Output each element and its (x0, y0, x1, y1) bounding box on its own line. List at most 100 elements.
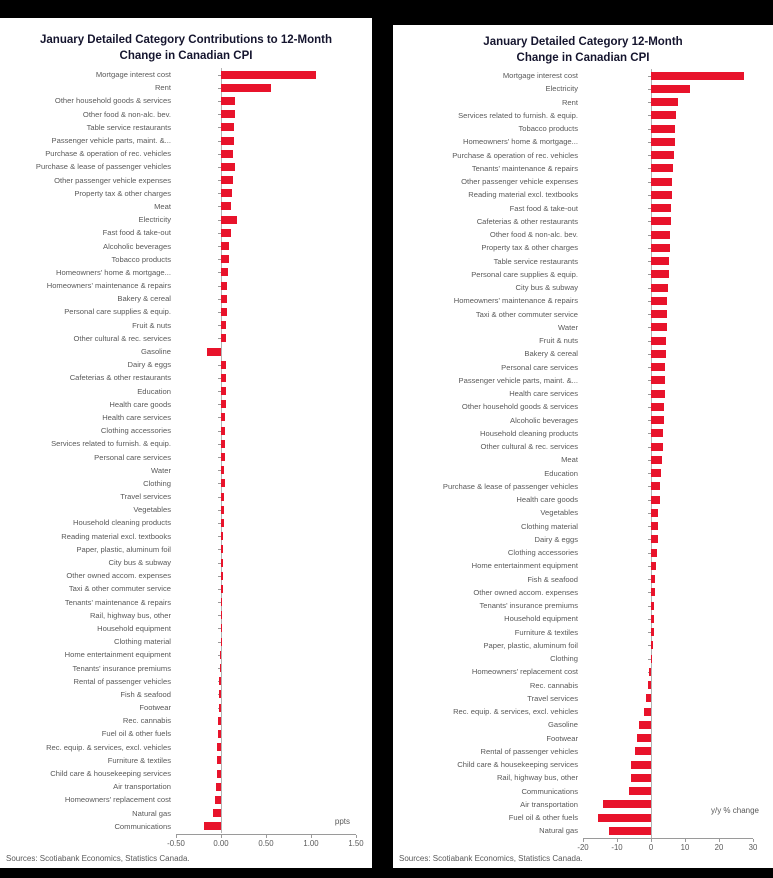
category-label: Bakery & cereal (524, 349, 578, 359)
category-tick-mark (218, 114, 221, 116)
bar (221, 307, 228, 316)
x-tick-mark (617, 839, 618, 842)
right-chart-x-axis: -20 -10 0 10 20 30 (577, 838, 757, 859)
category-tick-mark (218, 522, 221, 524)
bar-row: Health care services (0, 410, 372, 425)
bar-plot-area (583, 758, 753, 772)
bar (221, 136, 234, 145)
category-label: Passenger vehicle parts, maint. &... (51, 136, 171, 146)
bar (651, 376, 665, 385)
zero-axis-line-segment (651, 758, 652, 772)
bar-plot-area (176, 173, 356, 187)
bar-plot-area (583, 135, 753, 149)
bar (221, 387, 226, 396)
bar-plot-area (583, 612, 753, 626)
bar-plot-area (583, 201, 753, 215)
bar-plot-area (176, 199, 356, 214)
bar (219, 677, 221, 686)
bar-row: City bus & subway (393, 281, 773, 295)
bar-row: Vegetables (393, 506, 773, 520)
right-chart-title: January Detailed Category 12-Month Chang… (393, 25, 773, 66)
category-label: Paper, plastic, aluminum foil (483, 640, 578, 650)
bar (221, 532, 223, 541)
bar-plot-area (176, 806, 356, 820)
category-tick-mark (218, 641, 221, 643)
category-label: Natural gas (539, 826, 578, 836)
bar (221, 558, 223, 567)
zero-axis-line-segment (651, 678, 652, 692)
bar (651, 124, 676, 133)
category-label: Household cleaning products (480, 428, 578, 438)
bar (221, 123, 234, 132)
bar-row: Personal care services (0, 450, 372, 464)
category-label: Education (544, 468, 578, 478)
bar (651, 442, 663, 451)
category-tick-mark (648, 221, 651, 223)
bar-row: Tenants' maintenance & repairs (0, 595, 372, 609)
bar (212, 809, 221, 818)
category-tick-mark (648, 247, 651, 249)
category-label: Household equipment (504, 614, 578, 624)
bar-plot-area (583, 413, 753, 427)
bar-plot-area (583, 519, 753, 533)
bar-row: Alcoholic beverages (393, 413, 773, 427)
category-label: Tenants' insurance premiums (479, 601, 578, 611)
bar-plot-area (176, 397, 356, 411)
bar-plot-area (583, 387, 753, 401)
bar (638, 720, 651, 729)
bar-row: Passenger vehicle parts, maint. &... (393, 373, 773, 387)
bar (647, 681, 651, 690)
bar-plot-area (176, 463, 356, 477)
x-tick-label: -20 (577, 843, 589, 852)
bar (651, 296, 668, 305)
bar-plot-area (583, 453, 753, 467)
right-chart-sources-note: Sources: Scotiabank Economics, Statistic… (399, 854, 583, 863)
category-label: Clothing (143, 478, 171, 488)
bar-row: Property tax & other charges (393, 241, 773, 255)
category-tick-mark (648, 579, 651, 581)
bar (215, 782, 221, 791)
bar-plot-area (583, 95, 753, 109)
bar-row: Other food & non-alc. bev. (0, 107, 372, 121)
category-tick-mark (648, 446, 651, 448)
category-label: Communications (521, 786, 578, 796)
zero-axis-line-segment (221, 740, 222, 754)
bar-plot-area (583, 307, 753, 321)
category-label: Gasoline (141, 347, 171, 357)
bar (635, 747, 651, 756)
bar-plot-area (176, 81, 356, 95)
zero-axis-line-segment (651, 705, 652, 719)
bar-row: Gasoline (393, 718, 773, 732)
category-tick-mark (648, 632, 651, 634)
zero-axis-line-segment (221, 753, 222, 767)
bar (221, 321, 227, 330)
bar-plot-area (176, 648, 356, 662)
bar-row: Homeowners' home & mortgage... (393, 135, 773, 149)
category-tick-mark (218, 417, 221, 419)
bar (651, 575, 656, 584)
category-label: Services related to furnish. & equip. (458, 110, 578, 120)
category-label: Other cultural & rec. services (73, 333, 171, 343)
bar-row: Gasoline (0, 344, 372, 359)
category-tick-mark (218, 338, 221, 340)
category-tick-mark (648, 605, 651, 607)
bar-plot-area (176, 318, 356, 332)
category-label: Rent (154, 83, 171, 93)
category-label: Water (558, 322, 578, 332)
category-label: Homeowners' home & mortgage... (56, 267, 171, 277)
zero-axis-line-segment (221, 674, 222, 688)
category-label: Cafeterias & other restaurants (69, 373, 171, 383)
category-tick-mark (648, 327, 651, 329)
bar-plot-area (176, 582, 356, 596)
bar (629, 787, 651, 796)
bar-plot-area (176, 424, 356, 438)
category-tick-mark (648, 512, 651, 514)
category-tick-mark (648, 393, 651, 395)
category-label: Other household goods & services (54, 96, 171, 106)
bar-row: Rail, highway bus, other (393, 771, 773, 785)
category-tick-mark (218, 272, 221, 274)
bar-row: Furniture & textiles (0, 753, 372, 767)
bar (651, 257, 670, 266)
bar-row: Meat (393, 453, 773, 467)
bar-plot-area (583, 824, 753, 838)
